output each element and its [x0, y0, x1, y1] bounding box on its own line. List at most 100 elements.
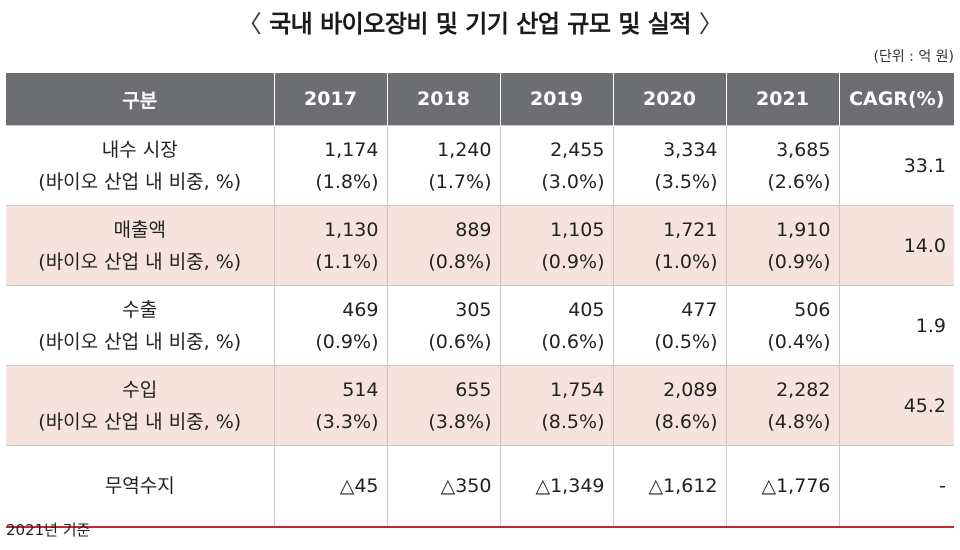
cell-value: 1,240	[437, 138, 492, 161]
cell-share: (1.8%)	[315, 170, 379, 193]
table-cell: 3,685 (2.6%)	[725, 125, 839, 206]
table-cell: 514 (3.3%)	[273, 365, 387, 446]
cell-value: 1,910	[776, 218, 831, 241]
cell-share: (3.5%)	[654, 170, 718, 193]
cell-share: (0.5%)	[654, 330, 718, 353]
row-subtitle: (바이오 산업 내 비중, %)	[38, 170, 242, 193]
table-cell: 889 (0.8%)	[386, 205, 500, 286]
cell-value: 2,455	[550, 138, 605, 161]
table-cell: 1,105 (0.9%)	[499, 205, 613, 286]
cell-share: (1.1%)	[315, 250, 379, 273]
table-cell: 1,754 (8.5%)	[499, 365, 613, 446]
table-cell: 1,130 (1.1%)	[273, 205, 387, 286]
header-2018: 2018	[386, 73, 500, 126]
table-row: 무역수지 △45 △350 △1,349 △1,612 △1,776 -	[6, 445, 954, 527]
footnote: 2021년 기준	[6, 521, 91, 539]
table-cell: 405 (0.6%)	[499, 285, 613, 366]
cell-value: 405	[568, 298, 605, 321]
table-cell: 2,089 (8.6%)	[612, 365, 726, 446]
row-subtitle: (바이오 산업 내 비중, %)	[38, 330, 242, 353]
table-cell: △45	[273, 445, 387, 527]
cagr-cell: 1.9	[838, 285, 954, 366]
cell-value: 2,089	[663, 378, 718, 401]
title-left-bracket: 〈	[237, 9, 262, 38]
cell-share: (8.5%)	[541, 410, 605, 433]
table-cell: 1,910 (0.9%)	[725, 205, 839, 286]
cagr-cell: 45.2	[838, 365, 954, 446]
header-2020: 2020	[612, 73, 726, 126]
table-cell: 469 (0.9%)	[273, 285, 387, 366]
cell-value: 477	[681, 298, 718, 321]
cell-share: (2.6%)	[767, 170, 831, 193]
cell-value: 1,721	[663, 218, 718, 241]
table-cell: △1,776	[725, 445, 839, 527]
header-2017: 2017	[273, 73, 387, 126]
cagr-cell: 33.1	[838, 125, 954, 206]
row-title: 수입	[122, 378, 158, 401]
cell-share: (0.4%)	[767, 330, 831, 353]
table-row: 매출액 (바이오 산업 내 비중, %) 1,130 (1.1%) 889 (0.8…	[6, 205, 954, 286]
data-table: 구분 2017 2018 2019 2020 2021 CAGR(%) 내수 시…	[6, 73, 954, 528]
cell-share: (0.6%)	[541, 330, 605, 353]
table-cell: 3,334 (3.5%)	[612, 125, 726, 206]
cell-share: (3.3%)	[315, 410, 379, 433]
row-label: 수출 (바이오 산업 내 비중, %)	[6, 285, 274, 366]
row-title: 무역수지	[104, 475, 175, 497]
cell-value: 305	[455, 298, 492, 321]
cagr-cell: 14.0	[838, 205, 954, 286]
cell-share: (0.9%)	[315, 330, 379, 353]
table-cell: 2,282 (4.8%)	[725, 365, 839, 446]
header-cagr: CAGR(%)	[838, 73, 954, 126]
cell-share: (3.8%)	[428, 410, 492, 433]
table-cell: 477 (0.5%)	[612, 285, 726, 366]
cell-value: 506	[794, 298, 831, 321]
cell-value: 3,685	[776, 138, 831, 161]
title-right-bracket: 〉	[698, 9, 723, 38]
table-cell: △1,349	[499, 445, 613, 527]
table-cell: 655 (3.8%)	[386, 365, 500, 446]
header-category: 구분	[6, 73, 274, 126]
cell-value: 1,754	[550, 378, 605, 401]
table-cell: 1,240 (1.7%)	[386, 125, 500, 206]
table-row: 내수 시장 (바이오 산업 내 비중, %) 1,174 (1.8%) 1,240…	[6, 125, 954, 206]
row-subtitle: (바이오 산업 내 비중, %)	[38, 250, 242, 273]
cell-value: 2,282	[776, 378, 831, 401]
row-label: 내수 시장 (바이오 산업 내 비중, %)	[6, 125, 274, 206]
cell-share: (0.9%)	[767, 250, 831, 273]
table-cell: 1,721 (1.0%)	[612, 205, 726, 286]
table-cell: 1,174 (1.8%)	[273, 125, 387, 206]
cell-value: 514	[342, 378, 379, 401]
cell-value: 1,174	[324, 138, 379, 161]
row-label: 매출액 (바이오 산업 내 비중, %)	[6, 205, 274, 286]
cell-share: (8.6%)	[654, 410, 718, 433]
cell-value: 889	[455, 218, 492, 241]
header-2021: 2021	[725, 73, 839, 126]
cell-value: 469	[342, 298, 379, 321]
header-2019: 2019	[499, 73, 613, 126]
cell-share: (0.6%)	[428, 330, 492, 353]
cell-value: 1,105	[550, 218, 605, 241]
cell-share: (1.0%)	[654, 250, 718, 273]
cell-share: (4.8%)	[767, 410, 831, 433]
cell-share: (0.9%)	[541, 250, 605, 273]
cell-value: 655	[455, 378, 492, 401]
table-row: 수출 (바이오 산업 내 비중, %) 469 (0.9%) 305 (0.6%) …	[6, 285, 954, 366]
cell-share: (0.8%)	[428, 250, 492, 273]
row-title: 매출액	[113, 218, 166, 241]
cell-value: 3,334	[663, 138, 718, 161]
table-title: 〈 국내 바이오장비 및 기기 산업 규모 및 실적 〉	[0, 4, 960, 38]
cagr-cell: -	[838, 445, 954, 527]
row-title: 내수 시장	[101, 138, 178, 161]
row-label: 수입 (바이오 산업 내 비중, %)	[6, 365, 274, 446]
table-cell: 2,455 (3.0%)	[499, 125, 613, 206]
table-cell: 506 (0.4%)	[725, 285, 839, 366]
unit-note: (단위 : 억 원)	[873, 49, 954, 65]
cell-share: (1.7%)	[428, 170, 492, 193]
table-cell: △350	[386, 445, 500, 527]
header-row: 구분 2017 2018 2019 2020 2021 CAGR(%)	[6, 73, 954, 126]
row-title: 수출	[122, 298, 158, 321]
title-text: 국내 바이오장비 및 기기 산업 규모 및 실적	[269, 9, 691, 38]
cell-share: (3.0%)	[541, 170, 605, 193]
table-cell: 305 (0.6%)	[386, 285, 500, 366]
row-label: 무역수지	[6, 445, 274, 527]
